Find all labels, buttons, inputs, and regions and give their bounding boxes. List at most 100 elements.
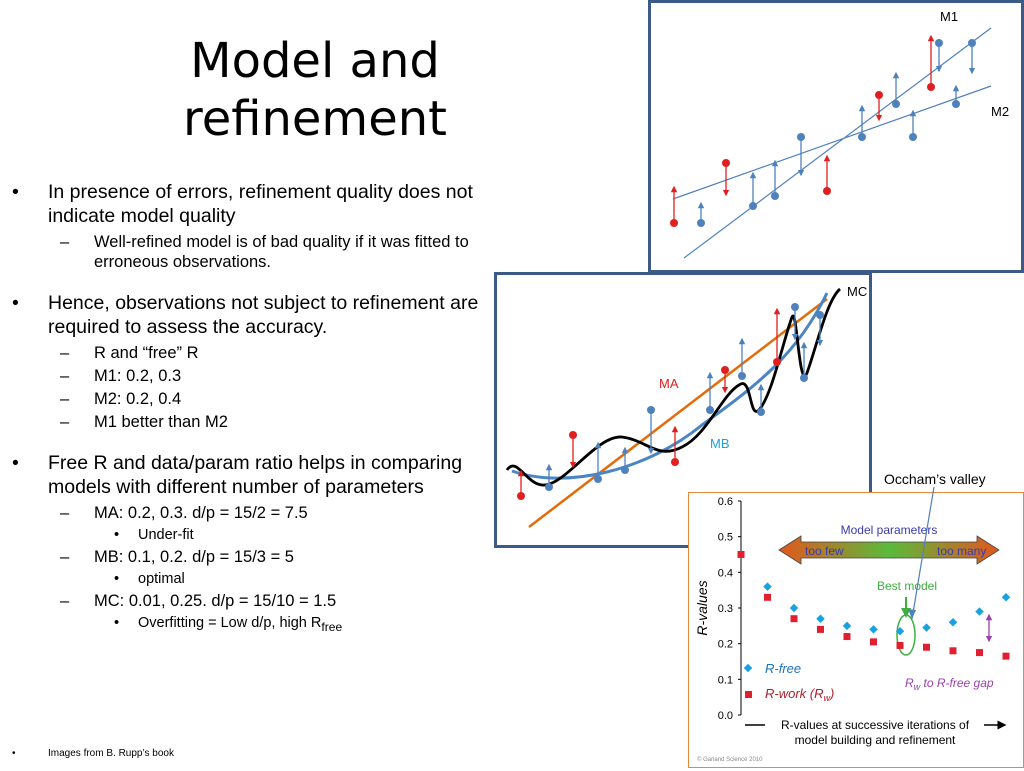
legend: R-free R-work (Rw) <box>743 661 834 703</box>
bullet-marker: • <box>12 181 19 203</box>
occams-valley-annotation: Occham’s valley <box>884 471 986 487</box>
r-values-chart: 0.6 0.5 0.4 0.3 0.2 0.1 0.0 R-values Model par… <box>694 496 1011 763</box>
sub-sub-bullet-item: • optimal <box>12 570 490 588</box>
r-work-point <box>843 633 851 641</box>
r-work-point <box>817 625 824 633</box>
sub-bullet-text: R and “free” R <box>94 344 199 362</box>
sub-bullet-marker: – <box>60 548 70 566</box>
bullet-text: Free R and data/param ratio helps in com… <box>48 452 463 498</box>
y-tick-label: 0.3 <box>718 603 733 615</box>
r-work-point <box>737 551 745 558</box>
figure-occams-valley: 0.6 0.5 0.4 0.3 0.2 0.1 0.0 R-values Model par… <box>688 492 1024 768</box>
banner-too-few: too few <box>805 544 844 558</box>
sub-sub-bullet-item: • Overfitting = Low d/p, high Rfree <box>12 614 490 636</box>
sub-sub-bullet-text: Under-fit <box>138 527 194 543</box>
best-model-label: Best model <box>877 579 937 593</box>
r-work-point <box>870 638 877 646</box>
sub-bullet-item: – Well-refined model is of bad quality if… <box>12 232 490 272</box>
x-caption-2: model building and refinement <box>795 733 956 747</box>
r-free-point <box>842 621 852 631</box>
r-work-point <box>896 641 904 649</box>
figure-m1-m2: M1 M2 <box>648 0 1024 273</box>
bullet-marker: • <box>12 452 19 474</box>
data-points <box>737 551 1011 660</box>
sub-sub-bullet-item: • Under-fit <box>12 526 490 544</box>
slide-title: Model and refinement <box>150 32 480 148</box>
r-work-point <box>976 649 983 657</box>
r-work-point <box>949 647 957 655</box>
legend-r-free: R-free <box>765 661 801 676</box>
bullet-item: • Hence, observations not subject to refi… <box>12 291 490 339</box>
footnote-text: Images from B. Rupp’s book <box>48 748 174 759</box>
occams-valley-pointer <box>908 486 935 620</box>
r-free-point <box>948 618 958 627</box>
legend-r-work: R-work (Rw) <box>765 686 834 703</box>
residual-arrows <box>670 34 976 221</box>
sub-sub-bullet-text: optimal <box>138 571 185 587</box>
y-tick-label: 0.0 <box>718 710 733 722</box>
gap-label: Rw to R-free gap <box>905 676 994 692</box>
banner-arrow <box>778 535 1000 565</box>
sub-bullet-item: – M1 better than M2 <box>12 412 490 432</box>
y-tick-label: 0.4 <box>718 567 733 579</box>
sub-sub-bullet-marker: • <box>114 571 120 587</box>
sub-bullet-text: M1 better than M2 <box>94 413 228 431</box>
y-tick-label: 0.6 <box>718 496 733 508</box>
sub-bullet-text: MA: 0.2, 0.3. d/p = 15/2 = 7.5 <box>94 504 308 522</box>
sub-bullet-marker: – <box>60 344 70 362</box>
sub-bullet-text: MB: 0.1, 0.2. d/p = 15/3 = 5 <box>94 548 294 566</box>
label-ma: MA <box>659 376 679 391</box>
bullet-marker: • <box>12 292 19 314</box>
sub-bullet-text: M2: 0.2, 0.4 <box>94 390 182 408</box>
label-m2: M2 <box>991 104 1010 119</box>
bullet-item: • In presence of errors, refinement quali… <box>12 180 490 228</box>
observation-points <box>670 39 976 227</box>
r-work-point <box>923 643 930 651</box>
sub-bullet-item: – M1: 0.2, 0.3 <box>12 366 490 386</box>
curve-mb <box>511 292 829 480</box>
y-ticks: 0.6 0.5 0.4 0.3 0.2 0.1 0.0 <box>718 496 741 722</box>
sub-sub-bullet-marker: • <box>114 527 120 543</box>
banner-title: Model parameters <box>841 523 938 537</box>
ma-mb-mc-plot <box>505 287 842 528</box>
sub-bullet-marker: – <box>60 367 70 385</box>
sub-bullet-text: Well-refined model is of bad quality if … <box>94 233 469 271</box>
y-tick-label: 0.1 <box>718 674 733 686</box>
m1-m2-plot <box>670 27 992 259</box>
r-work-point <box>764 593 771 601</box>
sub-bullet-marker: – <box>60 233 70 251</box>
x-caption-1: R-values at successive iterations of <box>781 718 970 732</box>
banner-too-many: too many <box>937 544 986 558</box>
line-m1 <box>683 27 992 259</box>
sub-bullet-item: – R and “free” R <box>12 343 490 363</box>
sub-bullet-item: – MC: 0.01, 0.25. d/p = 15/10 = 1.5 <box>12 591 490 611</box>
r-free-point <box>1001 593 1011 602</box>
sub-bullet-marker: – <box>60 390 70 408</box>
r-free-point <box>975 607 984 616</box>
sub-sub-bullet-text: Overfitting = Low d/p, high R <box>138 615 322 631</box>
bullet-text: Hence, observations not subject to refin… <box>48 292 479 338</box>
r-free-point <box>816 614 825 623</box>
r-free-point <box>922 623 931 632</box>
r-free-point <box>869 625 878 634</box>
sub-bullet-marker: – <box>60 592 70 610</box>
label-mb: MB <box>710 436 730 451</box>
bullet-item: • Free R and data/param ratio helps in co… <box>12 451 490 499</box>
observation-points <box>517 303 824 500</box>
bullet-text: In presence of errors, refinement qualit… <box>48 181 473 227</box>
sub-sub-bullet-marker: • <box>114 615 120 631</box>
r-work-point <box>790 615 798 623</box>
subscript-free: free <box>321 619 343 634</box>
footnote: • Images from B. Rupp’s book <box>12 748 174 759</box>
sub-bullet-item: – MA: 0.2, 0.3. d/p = 15/2 = 7.5 <box>12 503 490 523</box>
title-line-1: Model and <box>190 33 440 89</box>
sub-bullet-text: M1: 0.2, 0.3 <box>94 367 182 385</box>
sub-bullet-marker: – <box>60 504 70 522</box>
copyright: © Garland Science 2010 <box>697 756 763 763</box>
label-m1: M1 <box>940 9 959 24</box>
y-tick-label: 0.5 <box>718 532 733 544</box>
residual-arrows <box>517 307 824 495</box>
y-tick-label: 0.2 <box>718 639 733 651</box>
line-m2 <box>672 85 992 200</box>
footnote-marker: • <box>12 748 16 759</box>
